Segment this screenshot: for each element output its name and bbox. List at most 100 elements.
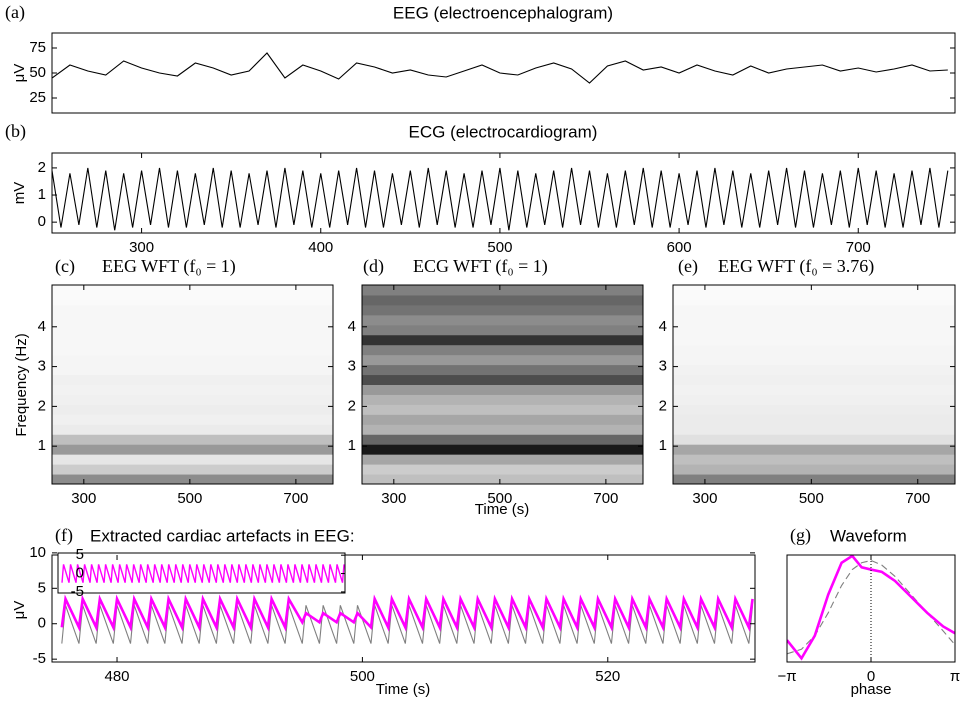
heat-cell xyxy=(673,294,955,306)
inset-plot xyxy=(61,564,345,583)
heat-cell xyxy=(673,354,955,366)
panel-title: ECG (electrocardiogram) xyxy=(409,122,598,141)
heat-cell xyxy=(52,334,333,346)
heat-cell xyxy=(673,344,955,356)
heat-cell xyxy=(362,334,643,346)
heat-cell xyxy=(362,324,643,336)
panel-title: ECG WFT (f₀ = 1) xyxy=(413,256,548,277)
x-axis-label: Time (s) xyxy=(376,681,430,698)
y-tick-label: 3 xyxy=(659,358,667,375)
heat-cell xyxy=(673,444,955,455)
x-tick-label: 300 xyxy=(692,490,717,507)
y-tick-label: 2 xyxy=(38,397,46,414)
y-tick-label: 4 xyxy=(348,318,356,335)
data-line xyxy=(787,555,955,661)
y-axis-label: μV xyxy=(11,601,28,620)
y-tick-label: 3 xyxy=(348,358,356,375)
y-tick-label: 5 xyxy=(38,579,46,596)
panel xyxy=(51,152,956,234)
heat-cell xyxy=(52,374,333,385)
heat-cell xyxy=(52,294,333,306)
heat-cell xyxy=(673,374,955,385)
heat-cell xyxy=(52,285,333,296)
heat-cell xyxy=(362,404,643,415)
panel-label: (d) xyxy=(363,256,384,277)
heat-cell xyxy=(362,444,643,455)
axes-box xyxy=(51,284,334,485)
y-tick-label: -5 xyxy=(33,650,46,667)
panel-label: (e) xyxy=(678,256,698,277)
heat-cell xyxy=(362,474,643,484)
axes-box xyxy=(672,284,956,485)
heat-cell xyxy=(673,394,955,405)
y-tick-label: 25 xyxy=(29,89,46,106)
heat-cell xyxy=(362,384,643,395)
panel xyxy=(672,284,956,485)
plot-area xyxy=(52,285,333,484)
x-tick-label: 600 xyxy=(667,239,692,256)
axes-box xyxy=(361,284,644,485)
heat-cell xyxy=(52,354,333,366)
heat-cell xyxy=(362,424,643,435)
y-tick-label: 0 xyxy=(38,615,46,632)
heat-cell xyxy=(673,334,955,346)
heat-cell xyxy=(52,464,333,475)
heat-cell xyxy=(52,474,333,484)
heat-cell xyxy=(362,294,643,306)
y-tick-label: 10 xyxy=(29,544,46,561)
x-tick-label: 500 xyxy=(799,490,824,507)
y-axis-label: mV xyxy=(11,182,28,205)
plot-area xyxy=(52,153,955,233)
y-tick-label: 2 xyxy=(38,159,46,176)
inset xyxy=(57,552,346,594)
x-tick-label: 500 xyxy=(177,490,202,507)
panel-title: EEG (electroencephalogram) xyxy=(393,3,613,22)
heat-cell xyxy=(362,394,643,405)
heat-cell xyxy=(673,434,955,445)
axes-box xyxy=(51,554,756,663)
heat-cell xyxy=(673,404,955,415)
heat-cell xyxy=(362,414,643,425)
heat-cell xyxy=(673,324,955,336)
y-tick-label: 2 xyxy=(659,397,667,414)
heat-cell xyxy=(673,285,955,296)
x-tick-label: 500 xyxy=(350,668,375,685)
y-tick-label: 1 xyxy=(38,437,46,454)
panel-label: (b) xyxy=(5,121,26,142)
x-tick-label: 300 xyxy=(129,239,154,256)
heat-cell xyxy=(362,364,643,376)
x-tick-label: 520 xyxy=(595,668,620,685)
panel-label: (f) xyxy=(55,525,73,546)
panel xyxy=(361,284,644,485)
heat-cell xyxy=(52,444,333,455)
y-axis-label: Frequency (Hz) xyxy=(13,333,30,436)
panel xyxy=(51,552,756,663)
data-line xyxy=(61,605,754,644)
x-axis-label: phase xyxy=(851,681,892,698)
plot-area xyxy=(673,285,955,484)
heat-cell xyxy=(52,404,333,415)
heat-cell xyxy=(52,384,333,395)
x-tick-label: 300 xyxy=(381,490,406,507)
heat-cell xyxy=(52,314,333,326)
panel-label: (c) xyxy=(55,256,75,277)
axes-box xyxy=(51,152,956,234)
x-tick-label: 400 xyxy=(308,239,333,256)
y-tick-label: 1 xyxy=(38,186,46,203)
x-tick-label: 700 xyxy=(905,490,930,507)
panel xyxy=(786,554,956,663)
x-tick-label: 300 xyxy=(71,490,96,507)
heat-cell xyxy=(362,304,643,316)
heat-cell xyxy=(362,434,643,445)
data-line xyxy=(61,564,345,583)
y-tick-label: 4 xyxy=(38,318,46,335)
heat-cell xyxy=(673,384,955,395)
panel xyxy=(51,32,956,114)
panel-label: (g) xyxy=(790,525,811,546)
panel-title: Extracted cardiac artefacts in EEG: xyxy=(90,526,355,545)
inset-y-tick-label: 0 xyxy=(76,565,84,582)
inset-box xyxy=(57,552,346,594)
x-tick-label: 0 xyxy=(867,668,875,685)
x-tick-label: 480 xyxy=(105,668,130,685)
inset-y-tick-label: 5 xyxy=(76,546,84,563)
